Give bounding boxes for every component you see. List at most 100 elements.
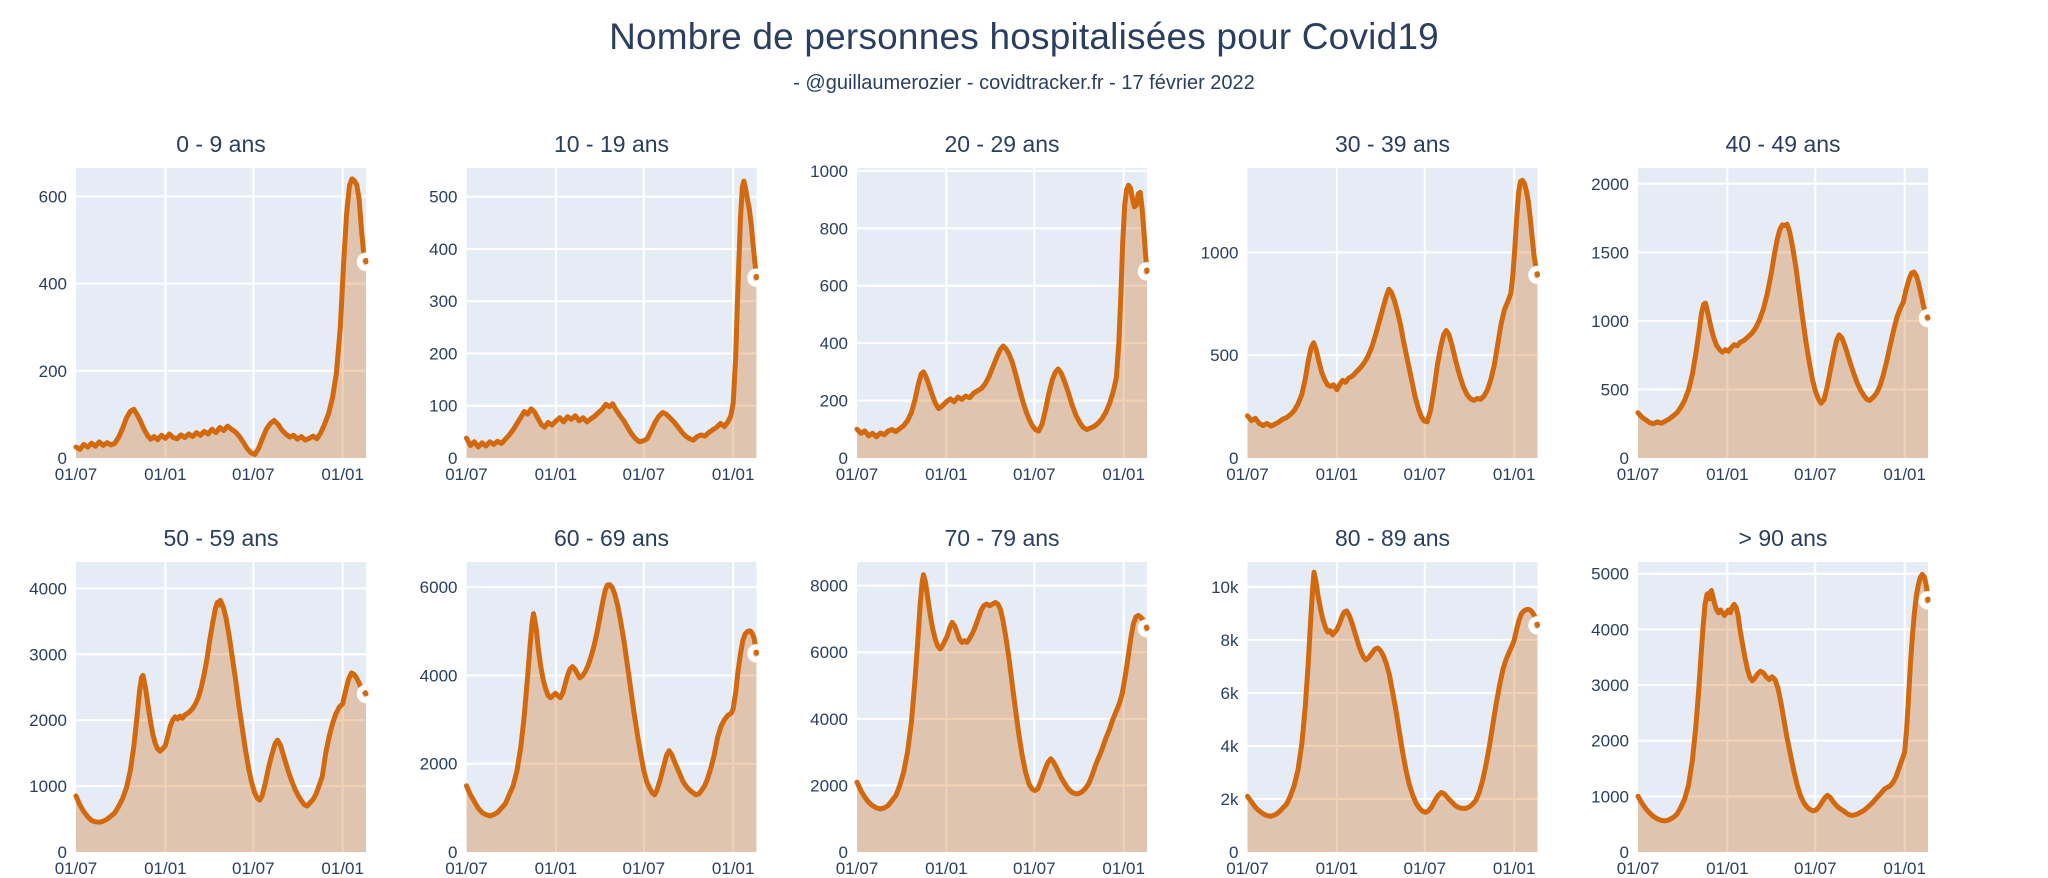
- series-line: [73, 176, 369, 457]
- y-tick-label: 3000: [29, 645, 67, 664]
- y-tick-label: 1000: [1201, 243, 1239, 262]
- subplot-80-89-ans: 0 2k 4k 6k 8k 10k 01/07 01/01 01/07 01/01 80 - 89 …: [1211, 525, 1547, 878]
- series-line: [464, 178, 759, 450]
- y-tick-label: 0: [839, 449, 848, 468]
- subplot-0-9-ans: 0 200 400 600 01/07 01/01 01/07 01/01 0 - 9 ans: [39, 131, 376, 484]
- subplot-title: 10 - 19 ans: [554, 131, 669, 157]
- series-line: [73, 597, 369, 825]
- series-line: [464, 582, 759, 819]
- y-tick-label: 600: [820, 277, 848, 296]
- x-tick-label: 01/07: [836, 859, 879, 878]
- x-tick-label: 01/01: [1706, 465, 1749, 484]
- endpoint-marker: [1137, 262, 1157, 281]
- x-tick-label: 01/07: [1226, 465, 1269, 484]
- x-tick-label: 01/07: [1617, 859, 1660, 878]
- x-tick-label: 01/01: [1883, 465, 1926, 484]
- endpoint-marker: [1528, 265, 1547, 285]
- y-tick-label: 6k: [1221, 684, 1239, 703]
- subplot-title: 80 - 89 ans: [1335, 525, 1450, 551]
- x-tick-label: 01/07: [1794, 859, 1837, 878]
- x-tick-label: 01/01: [321, 859, 364, 878]
- series-line: [854, 182, 1150, 440]
- y-tick-label: 2000: [1591, 732, 1629, 751]
- x-tick-label: 01/01: [1706, 859, 1749, 878]
- page-subtitle: - @guillaumerozier - covidtracker.fr - 1…: [793, 72, 1255, 94]
- plot-area: [76, 168, 366, 458]
- x-tick-label: 01/07: [1617, 465, 1660, 484]
- y-tick-label: 5000: [1591, 565, 1629, 584]
- y-tick-label: 8000: [810, 577, 848, 596]
- endpoint-marker: [356, 252, 376, 272]
- subplot-title: 70 - 79 ans: [944, 525, 1059, 551]
- y-tick-label: 0: [1229, 449, 1238, 468]
- x-tick-label: 01/07: [623, 859, 666, 878]
- y-tick-label: 1000: [1591, 787, 1629, 806]
- endpoint-marker: [747, 644, 766, 663]
- subplot-60-69-ans: 0 2000 4000 6000 01/07 01/01 01/07 01/01 60 - 69…: [420, 525, 766, 878]
- y-tick-label: 200: [39, 362, 67, 381]
- y-tick-label: 8k: [1221, 631, 1239, 650]
- x-tick-label: 01/07: [1404, 465, 1447, 484]
- x-tick-label: 01/07: [1404, 859, 1447, 878]
- x-tick-label: 01/07: [445, 465, 488, 484]
- x-tick-label: 01/01: [144, 859, 187, 878]
- plot-area: [466, 168, 757, 458]
- y-tick-label: 200: [429, 344, 457, 363]
- y-tick-label: 2k: [1221, 790, 1239, 809]
- x-tick-label: 01/07: [445, 859, 488, 878]
- endpoint-marker: [1528, 616, 1547, 635]
- y-tick-label: 500: [1601, 380, 1629, 399]
- x-tick-label: 01/07: [55, 465, 98, 484]
- y-tick-label: 2000: [810, 776, 848, 795]
- series-line: [1635, 571, 1931, 824]
- plot-area: [1638, 168, 1928, 458]
- header: Nombre de personnes hospitalisées pour C…: [0, 0, 2048, 120]
- x-tick-label: 01/01: [321, 465, 364, 484]
- x-tick-label: 01/07: [1794, 465, 1837, 484]
- y-tick-label: 0: [1620, 449, 1629, 468]
- series-area: [1247, 180, 1538, 459]
- y-tick-label: 500: [1210, 346, 1238, 365]
- x-tick-label: 01/01: [925, 465, 968, 484]
- y-tick-label: 0: [839, 843, 848, 862]
- endpoint-marker: [1137, 619, 1157, 638]
- series-area: [1638, 574, 1928, 852]
- x-tick-label: 01/07: [836, 465, 879, 484]
- x-tick-label: 01/01: [1493, 859, 1536, 878]
- y-tick-label: 10k: [1211, 578, 1239, 597]
- plot-area: [857, 168, 1147, 458]
- x-tick-label: 01/07: [1226, 859, 1269, 878]
- y-tick-label: 2000: [1591, 175, 1629, 194]
- y-tick-label: 1000: [1591, 312, 1629, 331]
- x-tick-label: 01/07: [55, 859, 98, 878]
- subplot-title: 60 - 69 ans: [554, 525, 669, 551]
- y-tick-label: 400: [39, 275, 67, 294]
- y-tick-label: 4000: [420, 666, 458, 685]
- series-line: [1245, 177, 1540, 429]
- y-tick-label: 300: [429, 292, 457, 311]
- endpoint-marker: [747, 268, 766, 287]
- y-tick-label: 4000: [29, 579, 67, 598]
- subplot-title: > 90 ans: [1739, 525, 1828, 551]
- series-area: [1638, 224, 1928, 458]
- subplot--90-ans: 0 1000 2000 3000 4000 5000 01/07 01/01 01/07 01/0…: [1591, 525, 1938, 878]
- subplot-title: 50 - 59 ans: [163, 525, 278, 551]
- subplot-title: 20 - 29 ans: [944, 131, 1059, 157]
- y-tick-label: 800: [820, 219, 848, 238]
- x-tick-label: 01/01: [1316, 465, 1359, 484]
- y-tick-label: 100: [429, 397, 457, 416]
- y-tick-label: 0: [58, 843, 67, 862]
- plot-area: [1247, 562, 1538, 852]
- y-tick-label: 0: [448, 843, 457, 862]
- y-tick-label: 0: [1620, 843, 1629, 862]
- series-line: [854, 572, 1150, 812]
- x-tick-label: 01/01: [712, 465, 755, 484]
- x-tick-label: 01/01: [925, 859, 968, 878]
- subplot-title: 0 - 9 ans: [176, 131, 266, 157]
- series-area: [76, 178, 366, 458]
- endpoint-marker: [1918, 308, 1938, 328]
- x-tick-label: 01/01: [535, 859, 578, 878]
- series-line: [1245, 569, 1540, 819]
- x-tick-label: 01/01: [535, 465, 578, 484]
